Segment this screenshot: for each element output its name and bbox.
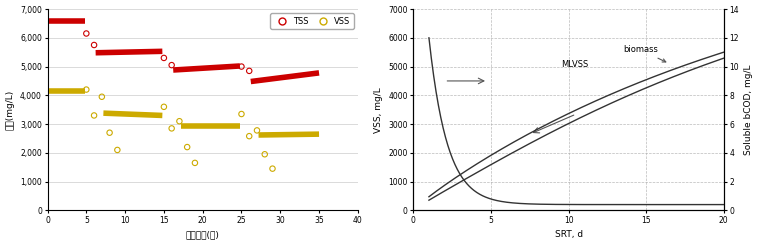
Point <box>266 167 279 171</box>
Point <box>103 131 115 135</box>
Point <box>112 148 124 152</box>
Point <box>243 134 255 138</box>
Point <box>235 112 247 116</box>
Point <box>259 152 271 156</box>
Text: MLVSS: MLVSS <box>561 60 588 69</box>
Point <box>165 63 178 67</box>
Point <box>80 88 93 92</box>
Text: biomass: biomass <box>623 45 666 62</box>
Point <box>96 95 108 99</box>
Point <box>158 56 170 60</box>
Point <box>173 119 185 123</box>
Point <box>235 65 247 69</box>
Point <box>181 145 194 149</box>
Point <box>243 69 255 73</box>
X-axis label: 운전기간(일): 운전기간(일) <box>186 231 219 239</box>
Point <box>251 128 263 132</box>
X-axis label: SRT, d: SRT, d <box>555 231 583 239</box>
Point <box>88 113 100 117</box>
Point <box>88 43 100 47</box>
Legend: TSS, VSS: TSS, VSS <box>270 13 354 29</box>
Point <box>189 161 201 165</box>
Point <box>165 126 178 130</box>
Y-axis label: VSS, mg/L: VSS, mg/L <box>374 87 383 133</box>
Point <box>80 32 93 36</box>
Y-axis label: 농도(mg/L): 농도(mg/L) <box>5 90 14 130</box>
Y-axis label: Soluble bCOD, mg/L: Soluble bCOD, mg/L <box>745 64 754 155</box>
Point <box>158 105 170 109</box>
